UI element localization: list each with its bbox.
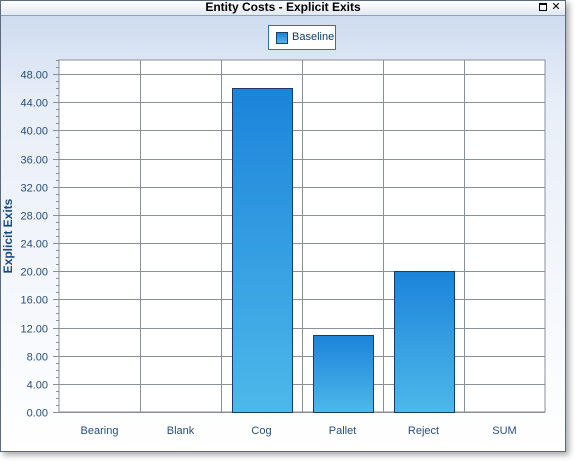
y-tick-label: 28.00 — [20, 211, 48, 223]
y-tick-label: 16.00 — [20, 295, 48, 307]
y-tick-label: 44.00 — [20, 98, 48, 110]
bar-cog — [232, 88, 293, 413]
y-tick-label: 36.00 — [20, 155, 48, 167]
x-tick-label: Cog — [251, 425, 271, 437]
close-icon[interactable]: ✕ — [551, 1, 561, 13]
bar-reject — [394, 271, 455, 413]
y-tick-label: 12.00 — [20, 324, 48, 336]
x-tick-label: Pallet — [329, 425, 357, 437]
restore-icon[interactable] — [538, 1, 548, 14]
bar-pallet — [313, 335, 374, 413]
x-tick-label: SUM — [492, 425, 516, 437]
window-title: Entity Costs - Explicit Exits — [205, 0, 361, 14]
x-tick-label: Blank — [167, 425, 195, 437]
y-tick-label: 32.00 — [20, 183, 48, 195]
legend-label-baseline: Baseline — [292, 31, 335, 43]
y-axis-label: Explicit Exits — [1, 198, 15, 273]
y-tick-label: 4.00 — [27, 380, 48, 392]
y-tick-label: 40.00 — [20, 126, 48, 138]
y-tick-label: 0.00 — [27, 408, 48, 420]
y-tick-label: 48.00 — [20, 70, 48, 82]
x-tick-label: Reject — [408, 425, 439, 437]
y-tick-label: 8.00 — [27, 352, 48, 364]
y-tick-label: 24.00 — [20, 239, 48, 251]
legend[interactable]: Baseline — [268, 25, 336, 50]
x-tick-label: Bearing — [81, 425, 119, 437]
title-bar[interactable]: Entity Costs - Explicit Exits ✕ — [1, 1, 565, 16]
y-tick-label: 20.00 — [20, 267, 48, 279]
legend-swatch-baseline — [276, 32, 288, 44]
